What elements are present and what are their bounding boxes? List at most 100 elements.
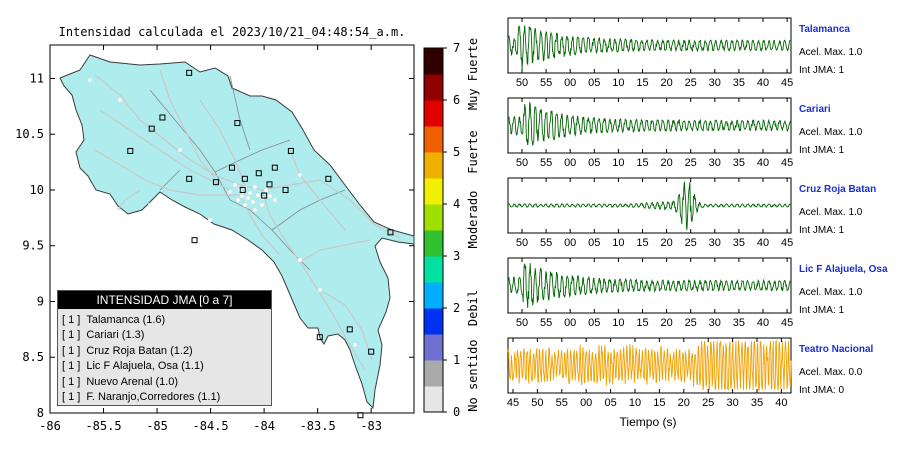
waveform-tick-label: 50	[531, 397, 543, 409]
colorbar-segment	[424, 126, 443, 153]
lat-tick-label: 10	[30, 183, 44, 197]
legend-item: [ 1 ] F. Naranjo,Corredores (1.1)	[62, 390, 271, 405]
legend-list: [ 1 ] Talamanca (1.6)[ 1 ] Cariari (1.3)[ …	[58, 309, 271, 405]
station-markers	[127, 69, 394, 419]
city-dot	[177, 147, 183, 153]
waveform-tick-label: 05	[604, 397, 616, 409]
legend-item-label: Lic F Alajuela, Osa (1.1)	[86, 360, 204, 373]
waveform-tick-label: 55	[540, 237, 552, 249]
waveform-tick-label: 25	[702, 397, 714, 409]
waveform-tick-label: 55	[540, 317, 552, 329]
legend-item-label: Cruz Roja Batan (1.2)	[86, 344, 193, 357]
city-dot	[297, 172, 303, 178]
station-marker	[212, 179, 219, 186]
station-marker	[266, 181, 273, 188]
colorbar-category-label: Fuerte	[466, 130, 480, 173]
waveform-tick-label: 55	[540, 77, 552, 89]
station-marker	[191, 237, 198, 244]
waveform-frame	[507, 177, 792, 234]
waveform-tick-label: 35	[733, 157, 745, 169]
waveform-tick-label: 40	[775, 397, 787, 409]
map-axis: -86 -85.5 -85 -84.5 -84 -83.5 -83 11 10.5 10 9.5 9 8…	[15, 45, 414, 433]
waveform-tick-label: 10	[629, 397, 641, 409]
waveform-panels: 50 55 00 05 10 15 20 25 30 35 40 45 Talamanca Acel. M…	[507, 17, 888, 409]
city-dot	[297, 257, 303, 263]
colorbar-segment	[424, 178, 443, 205]
waveform-frame	[507, 97, 792, 154]
legend-item-level: [ 1 ]	[62, 391, 81, 404]
road	[289, 149, 346, 231]
waveform-tick-label: 25	[685, 77, 697, 89]
map-title: Intensidad calculada el 2023/10/21_04:48…	[59, 25, 406, 39]
colorbar-segment	[424, 204, 443, 231]
waveform-panel: 50 55 00 05 10 15 20 25 30 35 40 45 Cruz Roja Batan A…	[507, 177, 876, 249]
station-name: Lic F Alajuela, Osa	[799, 264, 888, 275]
legend-item-label: Cariari (1.3)	[86, 329, 145, 342]
legend-item-label: Nuevo Arenal (1.0)	[86, 375, 179, 388]
colorbar-segment	[424, 334, 443, 361]
city-dot	[232, 182, 238, 188]
waveform-tick-label: 00	[564, 317, 576, 329]
waveform-tick-label: 05	[588, 237, 600, 249]
legend-item: [ 1 ] Nuevo Arenal (1.0)	[62, 375, 271, 390]
waveform-xlabel: Tiempo (s)	[620, 415, 677, 429]
lat-tick-label: 11	[30, 71, 44, 85]
station-jma: Int JMA: 1	[799, 225, 844, 236]
intensity-colorbar: 7 6 5 4 3 2 1 0 Muy Fuerte Fuerte Moderado Debil No…	[423, 38, 480, 419]
colorbar-category-label: No sentido	[466, 339, 480, 411]
road	[99, 109, 231, 191]
colorbar-tick-label: 6	[453, 93, 460, 107]
station-accel: Acel. Max. 0.0	[799, 367, 863, 378]
colorbar-segment	[424, 100, 443, 127]
legend-item-level: [ 1 ]	[62, 360, 81, 373]
waveform-tick-label: 40	[757, 317, 769, 329]
legend-title: INTENSIDAD JMA [0 a 7]	[58, 291, 271, 309]
colorbar-category-label: Moderado	[466, 191, 480, 249]
legend-item-level: [ 1 ]	[62, 314, 81, 326]
station-marker	[148, 125, 155, 132]
station-name: Cruz Roja Batan	[799, 184, 876, 195]
colorbar-segment	[424, 230, 443, 257]
station-marker	[357, 412, 364, 419]
colorbar-tick-label: 3	[453, 249, 460, 263]
waveform-panel: 50 55 00 05 10 15 20 25 30 35 40 45 Talamanca Acel. M…	[507, 17, 863, 89]
waveform-tick-label: 45	[781, 77, 793, 89]
city-dot	[255, 192, 261, 198]
city-dot	[242, 202, 248, 208]
waveform-tick-label: 25	[685, 237, 697, 249]
lon-tick-label: -84	[253, 419, 275, 433]
station-accel: Acel. Max. 1.0	[799, 207, 863, 218]
city-dot	[267, 193, 273, 199]
station-marker	[287, 147, 294, 154]
colorbar-segment	[424, 48, 443, 75]
station-jma: Int JMA: 0	[799, 385, 844, 396]
waveform-frame	[507, 257, 792, 314]
waveform-tick-label: 50	[516, 77, 528, 89]
station-marker	[387, 229, 394, 236]
colorbar-segment	[424, 360, 443, 387]
waveform-tick-label: 20	[678, 397, 690, 409]
city-dot	[252, 184, 258, 190]
station-accel: Acel. Max. 1.0	[799, 127, 863, 138]
colorbar-category-label: Debil	[466, 290, 480, 326]
city-dot	[317, 287, 323, 293]
waveform-tick-label: 45	[781, 237, 793, 249]
station-marker	[186, 69, 193, 76]
waveform-tick-label: 10	[612, 77, 624, 89]
city-dot	[259, 202, 265, 208]
lon-tick-label: -83	[360, 419, 382, 433]
city-dot	[245, 195, 251, 201]
station-marker	[368, 348, 375, 355]
road	[94, 149, 240, 196]
road	[261, 189, 366, 371]
waveform-tick-label: 00	[564, 237, 576, 249]
station-name: Cariari	[799, 104, 831, 115]
costa-rica-land	[59, 54, 415, 410]
waveform-tick-label: 35	[751, 397, 763, 409]
waveform-tick-label: 05	[588, 157, 600, 169]
station-name: Teatro Nacional	[799, 344, 873, 355]
station-marker	[271, 164, 278, 171]
road	[117, 189, 141, 211]
waveform-tick-label: 10	[612, 317, 624, 329]
road	[319, 289, 373, 361]
